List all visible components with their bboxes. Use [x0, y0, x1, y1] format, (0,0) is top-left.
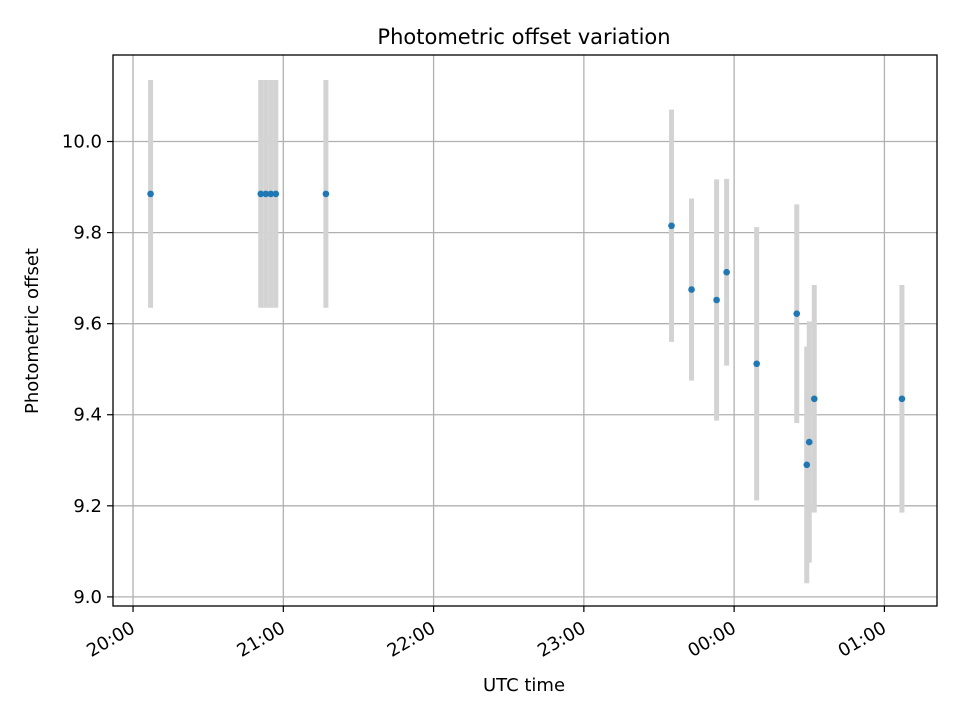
plot-frame — [112, 54, 938, 607]
data-point — [147, 190, 154, 198]
data-point — [805, 438, 813, 446]
y-tick-label: 9.4 — [73, 405, 102, 426]
data-point — [723, 268, 730, 276]
x-tick-label: 23:00 — [534, 618, 589, 662]
data-point — [257, 190, 265, 198]
y-tick-label: 10.0 — [62, 132, 102, 153]
y-tick-label: 9.0 — [73, 587, 102, 608]
y-tick-label: 9.2 — [73, 496, 102, 517]
x-tick-label: 22:00 — [384, 618, 439, 662]
x-axis-ticks: 20:00 21:00 22:00 23:00 00:00 01:00 — [83, 606, 890, 662]
data-point — [272, 190, 280, 198]
grid-lines — [113, 55, 937, 606]
x-axis-label: UTC time — [483, 675, 565, 696]
data-point — [803, 461, 811, 469]
error-bars — [148, 80, 905, 584]
x-tick-label: 00:00 — [684, 618, 739, 662]
data-point — [322, 190, 330, 198]
x-tick-label: 21:00 — [234, 618, 289, 662]
x-tick-label: 20:00 — [83, 618, 138, 662]
data-point — [688, 286, 695, 293]
y-axis-ticks: 9.0 9.2 9.4 9.6 9.8 10.0 — [62, 132, 113, 608]
y-axis-label: Photometric offset — [22, 248, 43, 414]
data-point — [753, 360, 760, 368]
y-tick-label: 9.6 — [73, 314, 102, 335]
chart-title: Photometric offset variation — [377, 25, 670, 49]
data-point — [810, 395, 818, 403]
data-points — [147, 190, 906, 469]
x-tick-label: 01:00 — [835, 618, 890, 662]
data-point — [262, 190, 270, 198]
y-tick-label: 9.8 — [73, 223, 102, 244]
data-point — [898, 395, 906, 403]
data-point — [668, 222, 675, 230]
data-point — [713, 296, 720, 304]
data-point — [267, 190, 275, 198]
data-point — [793, 310, 801, 317]
